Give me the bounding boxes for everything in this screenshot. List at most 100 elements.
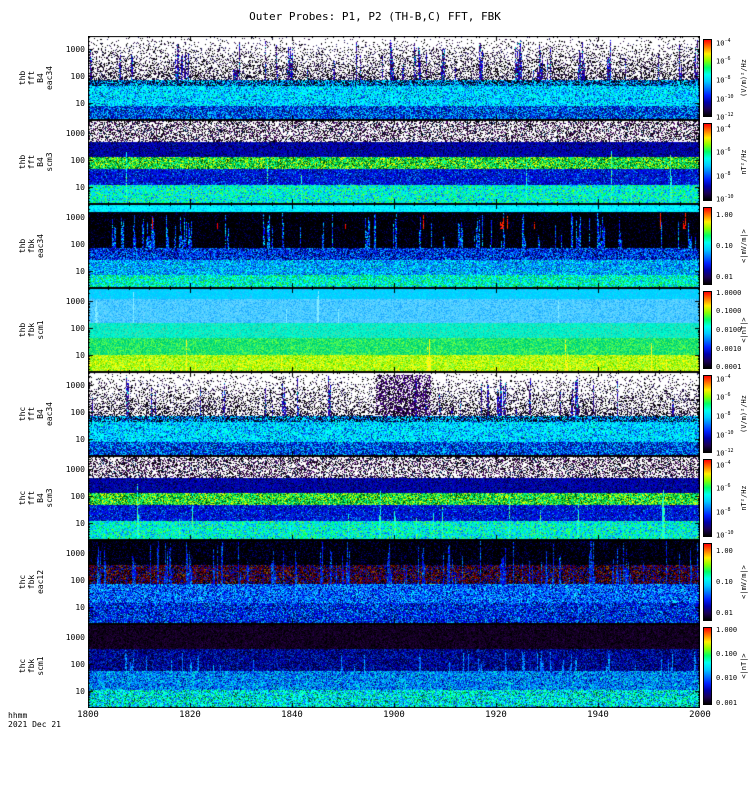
panel-ylabel-line: eac34: [45, 65, 54, 91]
colorbar: [703, 39, 712, 117]
colorbar-unit-label: <|nT|>: [740, 317, 748, 343]
panel-ylabel-line: fbk: [27, 658, 36, 674]
spectrogram-panel-thb_fbk_eac34: thb fbk eac34 1000 100 10 1.00 0.10 0.01 <|mV/m|>: [0, 204, 750, 288]
panel-ylabel-line: fft: [27, 490, 36, 506]
spectrogram-canvas: [88, 456, 700, 540]
panel-ylabel: thc fbk scm1: [18, 624, 45, 708]
y-tick-label: 1000: [65, 45, 85, 55]
plot-title: Outer Probes: P1, P2 (TH-B,C) FFT, FBK: [249, 10, 501, 23]
colorbar-tick-label: 0.100: [716, 650, 738, 659]
y-tick-label: 1000: [65, 465, 85, 475]
panel-ylabel-line: thc: [18, 490, 27, 506]
time-format-label: hhmm: [8, 711, 28, 720]
panel-ylabel-line: B4: [36, 409, 45, 419]
spectrogram-panel-thc_fbk_scm1: thc fbk scm1 1000 100 10 1.000 0.100 0.010 0.001 <…: [0, 624, 750, 708]
colorbar: [703, 459, 712, 537]
y-tick-label: 1000: [65, 213, 85, 223]
colorbar-tick-label: 10-8: [716, 75, 731, 85]
x-tick-label: 1940: [587, 710, 609, 720]
colorbar: [703, 291, 712, 369]
panel-ylabel: thb fbk scm1: [18, 288, 45, 372]
colorbar-tick-label: 0.0010: [716, 344, 742, 353]
x-tick-label: 1840: [281, 710, 303, 720]
x-axis: 1800 1820 1840 1900 1920 1940 2000: [0, 710, 750, 722]
y-tick-label: 10: [75, 99, 85, 109]
panel-ylabel-line: scm1: [36, 320, 45, 340]
spectrogram-panel-thc_fft_B4_scm3: thc fft B4 scm3 1000 100 10 10-4 10-6 10-8 10-10 nT…: [0, 456, 750, 540]
y-tick-label: 100: [70, 492, 85, 502]
x-tick-label: 1800: [77, 710, 99, 720]
y-tick-label: 100: [70, 240, 85, 250]
y-tick-label: 10: [75, 519, 85, 529]
colorbar-tick-label: 0.0001: [716, 363, 742, 372]
colorbar-tick-label: 10-4: [716, 37, 731, 47]
colorbar-unit-label: (V/m)²/Hz: [740, 59, 748, 97]
x-tick-label: 2000: [689, 710, 711, 720]
y-tick-label: 100: [70, 156, 85, 166]
spectrogram-canvas: [88, 372, 700, 456]
colorbar-tick-label: 0.1000: [716, 307, 742, 316]
y-tick-label: 100: [70, 660, 85, 670]
colorbar-tick-label: 10-8: [716, 506, 731, 517]
panel-ylabel-line: thc: [18, 406, 27, 422]
panel-ylabel-line: B4: [36, 73, 45, 83]
colorbar-tick-label: 1.00: [716, 546, 733, 555]
spectrogram-canvas: [88, 36, 700, 120]
panel-ylabel-line: thb: [18, 70, 27, 86]
panel-ylabel-line: thb: [18, 154, 27, 170]
x-tick-label: 1920: [485, 710, 507, 720]
panel-ylabel-line: thc: [18, 658, 27, 674]
panel-ylabel: thb fbk eac34: [18, 204, 45, 288]
footer: hhmm 2021 Dec 21: [8, 711, 61, 729]
panel-ylabel: thc fft B4 eac34: [18, 372, 54, 456]
panel-ylabel: thc fft B4 scm3: [18, 456, 54, 540]
date-label: 2021 Dec 21: [8, 720, 61, 729]
panel-ylabel-line: fbk: [27, 322, 36, 338]
y-tick-label: 10: [75, 267, 85, 277]
colorbar-tick-label: 1.000: [716, 626, 738, 635]
y-tick-label: 1000: [65, 633, 85, 643]
colorbar-tick-label: 0.01: [716, 273, 733, 282]
panel-ylabel-line: fft: [27, 70, 36, 86]
panel-ylabel-line: thb: [18, 238, 27, 254]
x-tick-label: 1820: [179, 710, 201, 720]
panel-ylabel-line: scm3: [45, 488, 54, 508]
colorbar-tick-label: 10-10: [716, 530, 734, 540]
y-tick-label: 1000: [65, 381, 85, 391]
colorbar-unit-label: <|mV/m|>: [740, 229, 748, 263]
panels-container: thb fft B4 eac34 1000 100 10 10-4 10-6 10-8 10-10 1…: [0, 36, 750, 708]
colorbar: [703, 123, 712, 201]
spectrogram-panel-thc_fbk_eac12: thc fbk eac12 1000 100 10 1.00 0.10 0.01 <|mV/m|>: [0, 540, 750, 624]
panel-ylabel-line: eac34: [36, 233, 45, 259]
spectrogram-canvas: [88, 624, 700, 708]
panel-ylabel-line: fbk: [27, 574, 36, 590]
colorbar-tick-label: 1.0000: [716, 288, 742, 297]
y-tick-label: 1000: [65, 549, 85, 559]
y-tick-label: 10: [75, 351, 85, 361]
colorbar-tick-label: 10-10: [716, 194, 734, 204]
colorbar-tick-label: 0.10: [716, 578, 733, 586]
colorbar-tick-label: 0.001: [716, 698, 738, 707]
y-tick-label: 100: [70, 324, 85, 334]
spectrogram-panel-thc_fft_B4_eac34: thc fft B4 eac34 1000 100 10 10-4 10-6 10-8 10-10 1…: [0, 372, 750, 458]
colorbar-tick-label: 10-6: [716, 56, 731, 66]
panel-ylabel-line: thb: [18, 322, 27, 338]
colorbar-unit-label: (V/m)²/Hz: [740, 395, 748, 433]
spectrogram-panel-thb_fbk_scm1: thb fbk scm1 1000 100 10 1.0000 0.1000 0.0100 0.0…: [0, 288, 750, 372]
panel-ylabel-line: scm1: [36, 656, 45, 676]
y-tick-label: 1000: [65, 129, 85, 139]
colorbar-unit-label: <|nT|>: [740, 653, 748, 679]
colorbar-tick-label: 10-8: [716, 170, 731, 181]
panel-ylabel-line: fft: [27, 154, 36, 170]
colorbar-tick-label: 10-12: [716, 448, 734, 458]
colorbar-tick-label: 0.0100: [716, 326, 742, 334]
colorbar-tick-label: 10-12: [716, 112, 734, 122]
colorbar: [703, 543, 712, 621]
panel-ylabel-line: thc: [18, 574, 27, 590]
colorbar-tick-label: 10-10: [716, 429, 734, 440]
spectrogram-canvas: [88, 288, 700, 372]
colorbar-tick-label: 0.10: [716, 242, 733, 250]
colorbar-unit-label: nT²/Hz: [740, 485, 748, 511]
y-tick-label: 10: [75, 687, 85, 697]
